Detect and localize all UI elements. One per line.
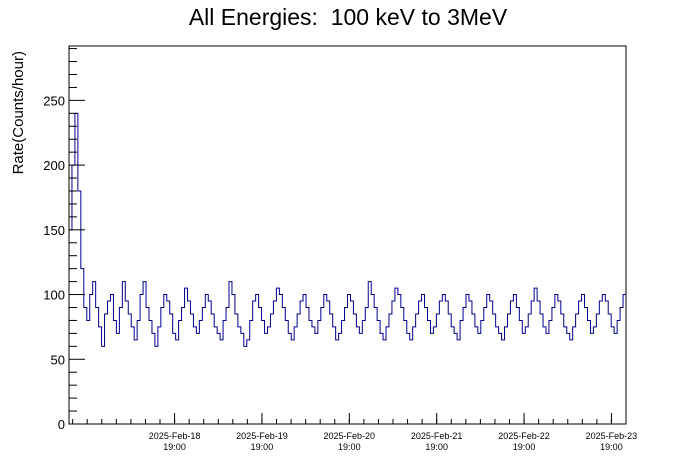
x-tick-time-label: 19:00: [513, 442, 536, 452]
plot-frame: [68, 45, 627, 425]
y-axis-title: Rate(Counts/hour): [10, 51, 27, 174]
y-tick-label: 200: [43, 158, 65, 173]
y-axis: 0 50 100 150 200 250: [43, 48, 85, 432]
y-tick-label: 100: [43, 288, 65, 303]
x-tick-date-label: 2025-Feb-20: [324, 431, 376, 441]
x-tick-time-label: 19:00: [163, 442, 186, 452]
x-tick-time-label: 19:00: [600, 442, 623, 452]
chart-title: All Energies: 100 keV to 3MeV: [188, 4, 508, 30]
x-axis: 2025-Feb-1819:002025-Feb-1919:002025-Feb…: [72, 413, 638, 452]
x-tick-date-label: 2025-Feb-19: [236, 431, 288, 441]
y-tick-label: 250: [43, 93, 65, 108]
x-tick-time-label: 19:00: [425, 442, 448, 452]
x-tick-date-label: 2025-Feb-22: [498, 431, 550, 441]
y-tick-label: 0: [58, 417, 65, 432]
y-tick-label: 50: [51, 352, 65, 367]
y-tick-label: 150: [43, 223, 65, 238]
x-tick-time-label: 19:00: [338, 442, 361, 452]
x-tick-date-label: 2025-Feb-21: [411, 431, 463, 441]
x-tick-date-label: 2025-Feb-18: [149, 431, 201, 441]
x-tick-time-label: 19:00: [251, 442, 274, 452]
x-tick-date-label: 2025-Feb-23: [586, 431, 638, 441]
series-layer: [69, 112, 626, 347]
series-line-0: [69, 112, 626, 347]
